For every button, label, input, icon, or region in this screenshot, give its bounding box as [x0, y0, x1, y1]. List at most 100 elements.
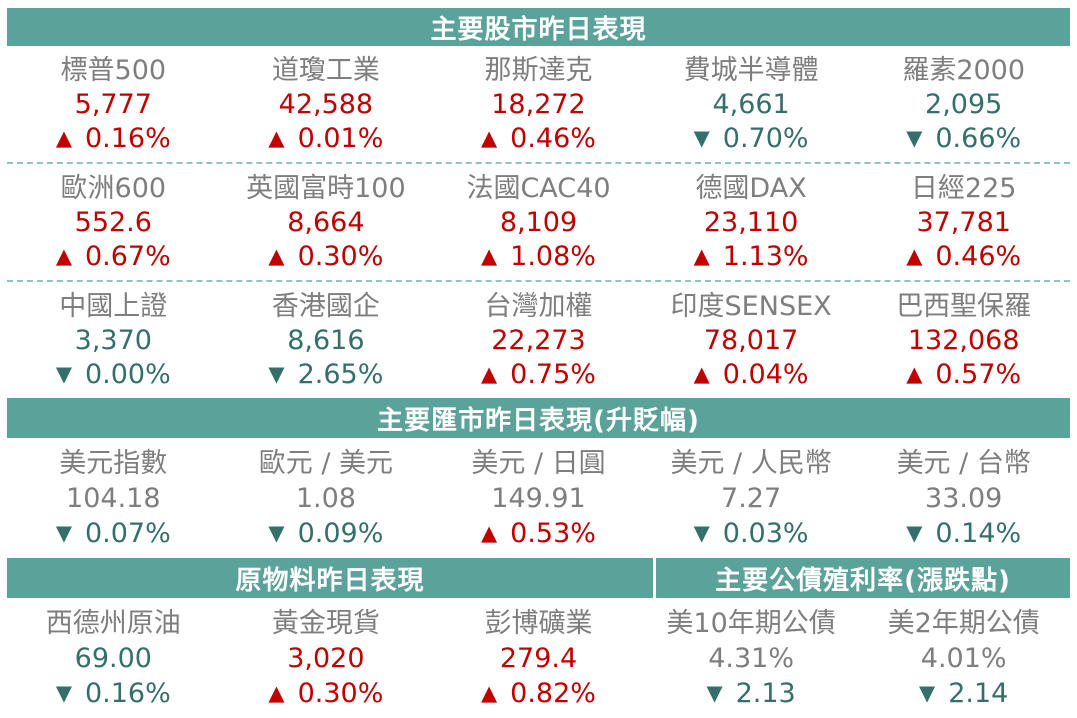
- change-percent: 0.03%: [722, 518, 809, 550]
- change-row: 0.00%: [56, 360, 171, 390]
- price-value: 552.6: [74, 207, 152, 239]
- price-value: 4,661: [712, 89, 790, 121]
- change-percent: 0.82%: [510, 678, 596, 710]
- change-row: 0.46%: [481, 124, 596, 154]
- quote-cell: 美10年期公債 4.31% 2.13: [645, 598, 858, 718]
- change-row: 0.04%: [694, 360, 809, 390]
- change-row: 0.16%: [56, 124, 171, 154]
- quote-cell: 中國上證 3,370 0.00%: [7, 282, 220, 398]
- change-row: 2.13: [706, 678, 796, 710]
- change-percent: 0.07%: [84, 518, 171, 550]
- quote-cell: 巴西聖保羅 132,068 0.57%: [857, 282, 1070, 398]
- instrument-name: 香港國企: [271, 291, 380, 323]
- change-row: 0.16%: [56, 679, 171, 709]
- price-value: 149.91: [491, 483, 586, 515]
- instrument-name: 美元 / 人民幣: [670, 448, 832, 480]
- price-value: 42,588: [278, 89, 374, 121]
- change-percent: 0.01%: [297, 123, 384, 155]
- instrument-name: 日經225: [910, 173, 1017, 205]
- change-percent: 0.46%: [510, 123, 596, 155]
- price-value: 4.01%: [920, 643, 1007, 675]
- quote-cell: 黃金現貨 3,020 0.30%: [220, 598, 433, 718]
- price-value: 8,616: [287, 325, 365, 357]
- change-row: 1.13%: [694, 242, 809, 272]
- change-row: 2.65%: [268, 360, 384, 390]
- change-row: 0.07%: [56, 519, 171, 549]
- change-row: 0.82%: [481, 679, 596, 709]
- quote-cell: 費城半導體 4,661 0.70%: [645, 46, 858, 162]
- quote-cell: 美元 / 台幣 33.09 0.14%: [857, 438, 1070, 558]
- change-percent: 0.16%: [84, 678, 171, 710]
- stock-row-1: 標普500 5,777 0.16% 道瓊工業 42,588 0.01% 那斯達克…: [7, 46, 1070, 162]
- instrument-name: 巴西聖保羅: [896, 291, 1032, 323]
- price-value: 5,777: [74, 89, 152, 121]
- price-value: 18,272: [491, 89, 586, 121]
- quote-cell: 英國富時100 8,664 0.30%: [220, 164, 433, 280]
- quote-cell: 羅素2000 2,095 0.66%: [857, 46, 1070, 162]
- instrument-name: 英國富時100: [246, 173, 406, 205]
- direction-triangle-icon: [694, 127, 710, 150]
- change-percent: 0.66%: [935, 123, 1022, 155]
- direction-triangle-icon: [706, 682, 722, 705]
- fx-row: 美元指數 104.18 0.07% 歐元 / 美元 1.08 0.09% 美元 …: [7, 438, 1070, 558]
- change-percent: 0.67%: [84, 241, 171, 273]
- change-row: 0.03%: [694, 519, 809, 549]
- quote-cell: 美2年期公債 4.01% 2.14: [857, 598, 1070, 718]
- direction-triangle-icon: [268, 127, 284, 150]
- quote-cell: 西德州原油 69.00 0.16%: [7, 598, 220, 718]
- price-value: 132,068: [907, 325, 1020, 357]
- direction-triangle-icon: [481, 363, 497, 386]
- change-percent: 0.53%: [510, 518, 596, 550]
- price-value: 78,017: [703, 325, 799, 357]
- direction-triangle-icon: [906, 127, 922, 150]
- direction-triangle-icon: [268, 682, 284, 705]
- direction-triangle-icon: [56, 522, 72, 545]
- instrument-name: 歐元 / 美元: [258, 448, 394, 480]
- direction-triangle-icon: [481, 127, 497, 150]
- change-row: 0.57%: [906, 360, 1021, 390]
- quote-cell: 印度SENSEX 78,017 0.04%: [645, 282, 858, 398]
- quote-cell: 美元指數 104.18 0.07%: [7, 438, 220, 558]
- direction-triangle-icon: [268, 245, 284, 268]
- price-value: 3,020: [287, 643, 365, 675]
- instrument-name: 美元 / 日圓: [471, 448, 606, 480]
- change-percent: 0.75%: [510, 359, 596, 391]
- instrument-name: 法國CAC40: [466, 173, 611, 205]
- instrument-name: 費城半導體: [683, 55, 819, 87]
- change-row: 1.08%: [481, 242, 596, 272]
- change-row: 0.66%: [906, 124, 1021, 154]
- quote-cell: 台灣加權 22,273 0.75%: [432, 282, 645, 398]
- change-points: 2.13: [735, 678, 796, 710]
- change-row: 0.30%: [268, 679, 384, 709]
- change-row: 0.30%: [268, 242, 384, 272]
- instrument-name: 台灣加權: [484, 291, 593, 323]
- price-value: 1.08: [295, 483, 356, 515]
- price-value: 7.27: [721, 483, 782, 515]
- instrument-name: 標普500: [60, 55, 167, 87]
- commodities-section-header: 原物料昨日表現: [7, 558, 653, 598]
- change-row: 0.75%: [481, 360, 596, 390]
- change-percent: 0.57%: [935, 359, 1022, 391]
- direction-triangle-icon: [906, 245, 922, 268]
- commodities-bonds-header-row: 原物料昨日表現 主要公債殖利率(漲跌點): [7, 558, 1070, 598]
- change-percent: 0.04%: [722, 359, 809, 391]
- quote-cell: 歐元 / 美元 1.08 0.09%: [220, 438, 433, 558]
- quote-cell: 美元 / 人民幣 7.27 0.03%: [645, 438, 858, 558]
- instrument-name: 彭博礦業: [484, 608, 593, 640]
- quote-cell: 法國CAC40 8,109 1.08%: [432, 164, 645, 280]
- bonds-section-header: 主要公債殖利率(漲跌點): [656, 558, 1070, 598]
- price-value: 33.09: [925, 483, 1003, 515]
- quote-cell: 標普500 5,777 0.16%: [7, 46, 220, 162]
- price-value: 8,664: [287, 207, 365, 239]
- direction-triangle-icon: [919, 682, 935, 705]
- change-row: 0.14%: [906, 519, 1021, 549]
- quote-cell: 道瓊工業 42,588 0.01%: [220, 46, 433, 162]
- quote-cell: 日經225 37,781 0.46%: [857, 164, 1070, 280]
- direction-triangle-icon: [56, 245, 72, 268]
- instrument-name: 美2年期公債: [887, 608, 1040, 640]
- direction-triangle-icon: [906, 363, 922, 386]
- direction-triangle-icon: [481, 522, 497, 545]
- change-row: 0.46%: [906, 242, 1021, 272]
- change-percent: 0.00%: [84, 359, 171, 391]
